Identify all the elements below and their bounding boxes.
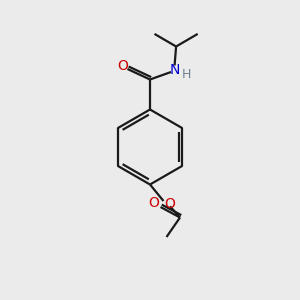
Text: H: H [181, 68, 191, 82]
Text: O: O [148, 196, 159, 210]
Text: N: N [169, 63, 180, 76]
Text: O: O [117, 59, 128, 73]
Text: O: O [165, 197, 176, 211]
